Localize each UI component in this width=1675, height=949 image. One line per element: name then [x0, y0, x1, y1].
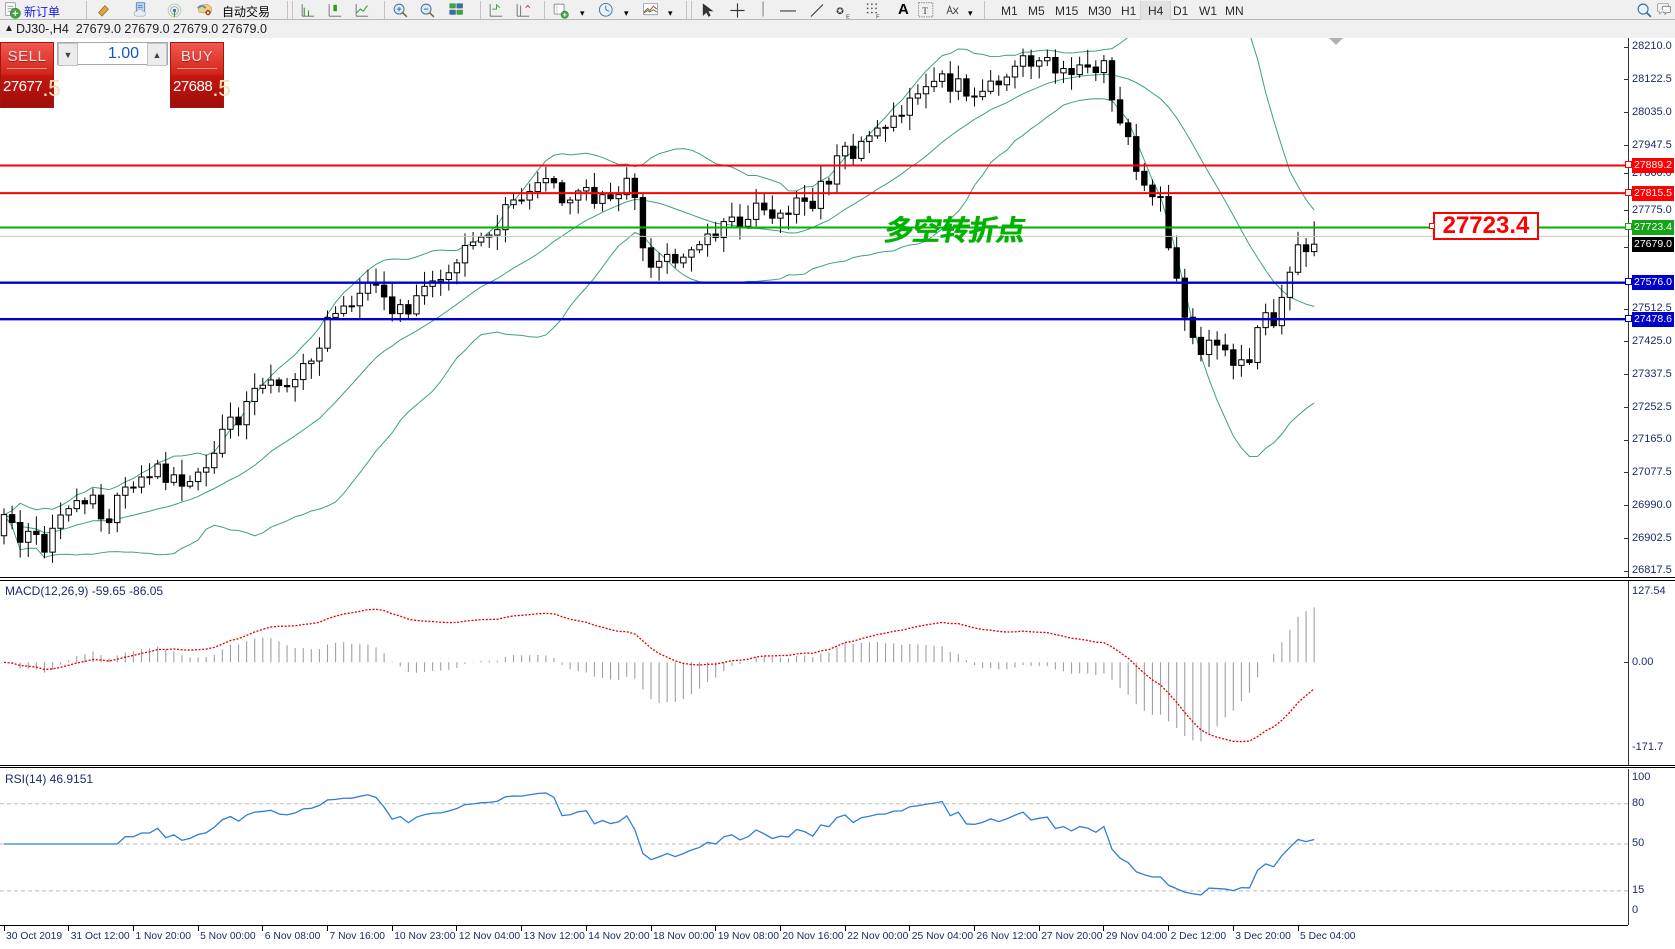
svg-text:F: F: [876, 14, 880, 19]
svg-text:E: E: [846, 14, 850, 19]
svg-text:T: T: [922, 6, 928, 16]
svg-text:✪: ✪: [836, 6, 844, 16]
